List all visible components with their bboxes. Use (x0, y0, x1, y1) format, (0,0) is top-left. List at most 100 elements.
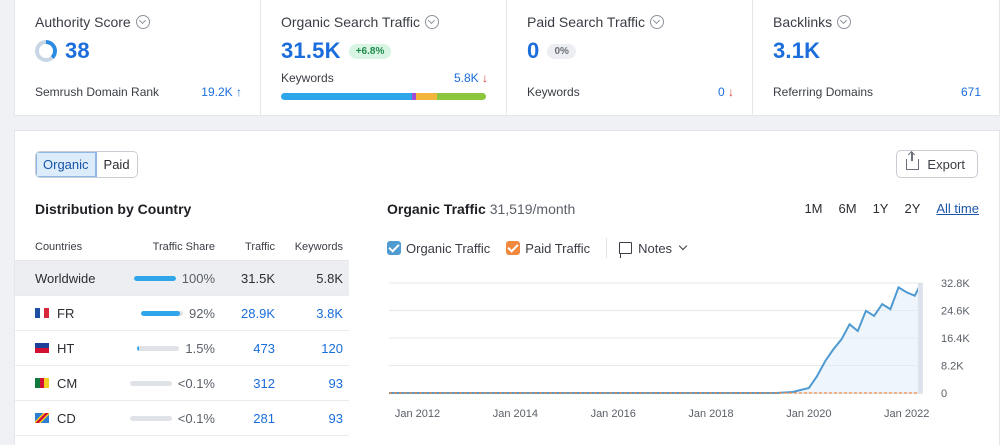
divider (606, 238, 608, 258)
col-traffic-share: Traffic Share (152, 240, 215, 253)
table-header: Countries Traffic Share Traffic Keywords (15, 233, 349, 261)
keywords-value[interactable]: 3.8K (316, 305, 343, 321)
arrow-up-icon: ↑ (236, 85, 242, 99)
country-name: Worldwide (35, 270, 96, 286)
x-tick-label: Jan 2014 (493, 408, 538, 420)
notes-label: Notes (638, 240, 673, 256)
legend-organic[interactable]: Organic Traffic (387, 241, 490, 256)
backlinks-value: 3.1K (773, 38, 821, 63)
card-title: Organic Search Traffic (281, 14, 421, 30)
upload-icon (906, 151, 920, 170)
export-button[interactable]: Export (896, 150, 978, 178)
checkbox-checked-icon[interactable] (387, 241, 401, 255)
footer-value: 19.2K (201, 85, 233, 99)
col-traffic: Traffic (245, 240, 275, 253)
y-tick-label: 24.6K (941, 306, 970, 318)
country-name: CD (57, 410, 76, 426)
chevron-down-icon (678, 241, 688, 251)
traffic-value[interactable]: 281 (253, 410, 275, 426)
metric-cards: Authority Score 38 Semrush Domain Rank 1… (14, 0, 1000, 116)
paid-traffic-card[interactable]: Paid Search Traffic 0 0% Keywords 0 ↓ (507, 0, 753, 115)
keyword-bar-segment (281, 93, 413, 100)
keyword-bar-segment (412, 93, 417, 100)
country-cell: CD (15, 411, 125, 426)
footer-label: Semrush Domain Rank (35, 85, 160, 99)
share-bar (133, 275, 176, 281)
x-tick-label: Jan 2022 (884, 408, 929, 420)
domain-rank-link[interactable]: 19.2K ↑ (201, 85, 242, 99)
tab-organic[interactable]: Organic (36, 152, 97, 177)
range-1y[interactable]: 1Y (872, 201, 889, 216)
chart-legend: Organic Traffic Paid Traffic Notes (387, 238, 702, 258)
time-range-selector: 1M 6M 1Y 2Y All time (804, 201, 979, 216)
export-label: Export (927, 156, 965, 172)
chevron-circle-icon[interactable] (425, 15, 440, 29)
keywords-value[interactable]: 93 (328, 375, 343, 391)
tab-paid[interactable]: Paid (96, 152, 137, 177)
organic-traffic-chart[interactable]: 32.8K 24.6K 16.4K 8.2K 0 Jan 2012 Jan 2014 Jan … (375, 271, 987, 421)
country-cell: Worldwide (15, 271, 125, 286)
organic-traffic-value: 31.5K (281, 38, 341, 63)
paid-traffic-value: 0 (527, 38, 540, 63)
keywords-link[interactable]: 5.8K ↓ (454, 71, 488, 85)
country-cell: CM (15, 376, 125, 391)
share-value: 1.5% (185, 340, 215, 356)
share-cell: 1.5% (125, 341, 215, 356)
change-badge: +6.8% (348, 43, 392, 59)
backlinks-card[interactable]: Backlinks 3.1K Referring Domains 671 (753, 0, 999, 115)
country-name: HT (57, 340, 75, 356)
traffic-value[interactable]: 28.9K (241, 305, 275, 321)
x-tick-label: Jan 2012 (395, 408, 440, 420)
flag-fr-icon (35, 308, 50, 318)
keywords-label: Keywords (281, 71, 334, 85)
col-countries: Countries (35, 240, 83, 253)
share-cell: 92% (125, 306, 215, 321)
paid-keywords-link[interactable]: 0 ↓ (718, 85, 734, 99)
keywords-value[interactable]: 120 (321, 340, 343, 356)
card-title: Backlinks (773, 14, 833, 30)
chevron-circle-icon[interactable] (135, 15, 150, 29)
x-tick-label: Jan 2018 (688, 408, 733, 420)
country-table: Countries Traffic Share Traffic Keywords… (15, 233, 349, 436)
country-cell: FR (15, 306, 125, 321)
chart-title: Organic Traffic 31,519/month (387, 201, 575, 217)
distribution-title: Distribution by Country (35, 201, 192, 217)
table-row[interactable]: CD <0.1% 281 93 (15, 401, 349, 436)
legend-paid[interactable]: Paid Traffic (506, 241, 590, 256)
footer-value: 0 (717, 85, 725, 99)
legend-paid-label: Paid Traffic (525, 240, 591, 256)
chevron-circle-icon[interactable] (837, 15, 852, 29)
chevron-circle-icon[interactable] (650, 15, 665, 29)
range-6m[interactable]: 6M (838, 201, 857, 216)
range-1m[interactable]: 1M (804, 201, 823, 216)
keywords-value: 5.8K (316, 270, 343, 286)
chart-subtitle: 31,519/month (489, 201, 576, 217)
table-row[interactable]: HT 1.5% 473 120 (15, 331, 349, 366)
score-ring-icon (35, 40, 57, 62)
keywords-value[interactable]: 93 (328, 410, 343, 426)
table-row[interactable]: FR 92% 28.9K 3.8K (15, 296, 349, 331)
card-title: Authority Score (35, 14, 131, 30)
referring-domains-link[interactable]: 671 (960, 85, 981, 99)
table-row[interactable]: CM <0.1% 312 93 (15, 366, 349, 401)
y-tick-label: 8.2K (941, 361, 964, 373)
organic-line (389, 285, 920, 394)
arrow-down-icon: ↓ (482, 71, 488, 85)
note-icon (619, 242, 633, 258)
share-fill (133, 275, 176, 281)
organic-traffic-card[interactable]: Organic Search Traffic 31.5K +6.8% Keywo… (261, 0, 507, 115)
y-tick-label: 0 (941, 388, 947, 400)
change-badge: 0% (547, 43, 576, 59)
share-cell: <0.1% (125, 376, 215, 391)
flag-cd-icon (35, 413, 49, 423)
traffic-value[interactable]: 312 (253, 375, 275, 391)
range-all-time[interactable]: All time (936, 201, 979, 216)
traffic-panel: Organic Paid Export Distribution by Coun… (14, 130, 1000, 445)
checkbox-checked-icon[interactable] (506, 241, 521, 255)
authority-score-card[interactable]: Authority Score 38 Semrush Domain Rank 1… (15, 0, 261, 115)
table-row[interactable]: Worldwide 100% 31.5K 5.8K (15, 261, 349, 296)
traffic-value[interactable]: 473 (253, 340, 275, 356)
arrow-down-icon: ↓ (728, 85, 734, 99)
notes-dropdown[interactable]: Notes (619, 240, 688, 258)
range-2y[interactable]: 2Y (904, 201, 921, 216)
